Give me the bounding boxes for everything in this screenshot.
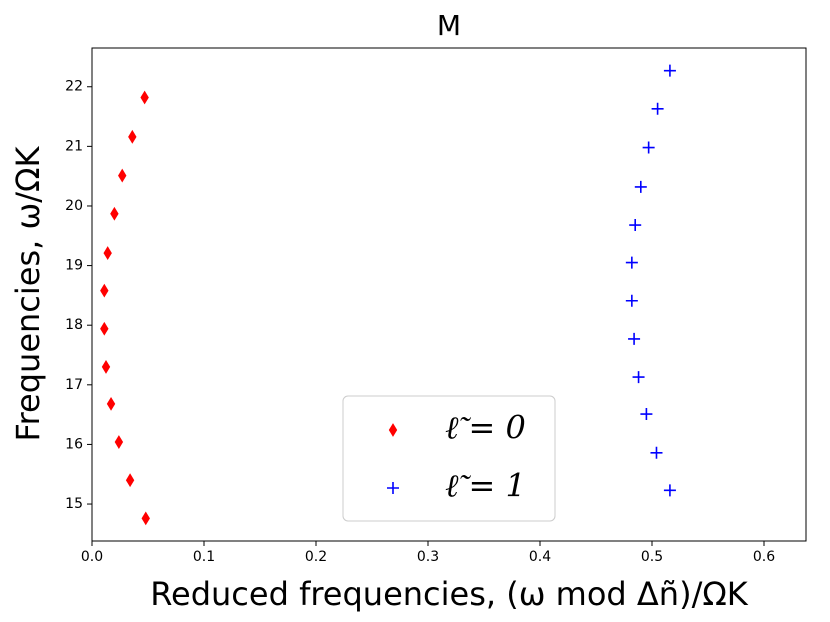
y-tick-label: 16 [65,436,83,452]
data-point [125,473,135,488]
data-point [106,396,116,411]
data-point [114,435,124,449]
y-tick-label: 20 [65,198,83,214]
data-point [103,246,112,260]
data-point [101,360,111,374]
x-axis-label: Reduced frequencies, (ω mod Δñ)/ΩK [150,575,749,613]
data-point [628,332,641,345]
data-point [100,321,109,336]
data-point [663,64,676,77]
data-point [629,219,642,232]
data-point [642,141,655,154]
data-point [634,180,647,193]
legend-box [342,395,556,522]
data-point [128,129,137,144]
y-tick-label: 18 [65,317,83,333]
x-tick-label: 0.1 [193,549,215,565]
data-point [110,206,119,221]
data-point [651,102,664,115]
y-tick-label: 17 [65,377,83,393]
legend: ℓ̃ = 0 ℓ̃ = 1 [342,395,556,522]
data-point [650,446,663,459]
y-tick-label: 22 [65,79,83,95]
plot-frame [91,47,807,542]
data-point [140,90,149,105]
data-point [640,408,653,421]
legend-marker [387,482,399,494]
data-point [118,168,127,183]
legend-marker [388,423,398,437]
data-point [625,294,638,307]
data-point [632,371,645,384]
data-point [141,511,150,526]
x-tick-label: 0.5 [641,549,663,565]
x-tick-label: 0.2 [305,549,327,565]
y-tick-label: 15 [65,496,83,512]
y-axis-label: Frequencies, ω/ΩK [9,145,47,441]
y-tick-label: 19 [65,258,83,274]
chart-title: M [437,9,461,42]
y-tick-label: 21 [65,138,83,154]
x-tick-label: 0.0 [81,549,103,565]
data-point [625,256,638,269]
x-tick-label: 0.4 [529,549,551,565]
data-point [100,283,109,298]
legend-label: ℓ̃ = 1 [445,467,526,505]
x-tick-label: 0.3 [417,549,439,565]
legend-label: ℓ̃ = 0 [445,409,526,447]
data-point [663,484,676,497]
x-tick-label: 0.6 [753,549,775,565]
